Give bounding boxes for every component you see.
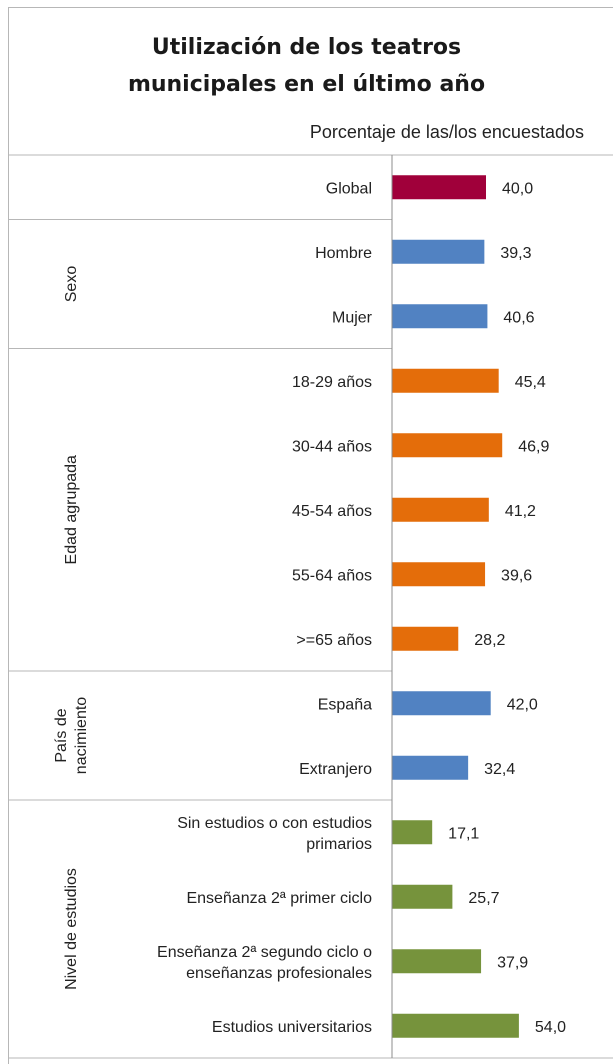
group-label: nacimiento — [73, 697, 90, 774]
category-label: Extranjero — [299, 761, 372, 778]
value-label: 45,4 — [515, 374, 546, 391]
value-label: 39,6 — [501, 567, 532, 584]
category-label: Sin estudios o con estudios — [177, 815, 372, 832]
value-label: 32,4 — [484, 761, 515, 778]
bar — [392, 239, 485, 264]
category-label: Enseñanza 2ª primer ciclo — [186, 890, 372, 907]
bar — [392, 304, 488, 329]
chart-title-line-1: Utilización de los teatros — [151, 35, 462, 60]
chart-frame — [8, 7, 613, 1064]
value-label: 17,1 — [448, 825, 479, 842]
category-label: primarios — [306, 836, 372, 853]
bar — [392, 755, 469, 780]
value-label: 25,7 — [468, 890, 499, 907]
chart-subtitle: Porcentaje de las/los encuestados — [309, 122, 584, 142]
group-label: Sexo — [63, 266, 80, 303]
value-label: 28,2 — [474, 632, 505, 649]
category-label: Global — [326, 180, 372, 197]
category-label: 45-54 años — [292, 503, 372, 520]
category-label: Hombre — [315, 245, 372, 262]
category-label: Estudios universitarios — [212, 1019, 372, 1036]
value-label: 46,9 — [518, 438, 549, 455]
category-label: 30-44 años — [292, 438, 372, 455]
value-label: 40,6 — [503, 309, 534, 326]
group-label: País de — [53, 708, 70, 762]
category-label: >=65 años — [296, 632, 372, 649]
bar — [392, 884, 453, 909]
bar — [392, 691, 491, 716]
category-label: España — [318, 696, 372, 713]
group-label: Edad agrupada — [63, 455, 80, 565]
group-label: Nivel de estudios — [63, 868, 80, 990]
value-label: 37,9 — [497, 954, 528, 971]
category-label: 18-29 años — [292, 374, 372, 391]
bar — [392, 368, 499, 393]
bar — [392, 497, 489, 522]
value-label: 39,3 — [500, 245, 531, 262]
value-label: 40,0 — [502, 180, 533, 197]
bar — [392, 175, 486, 200]
category-label: enseñanzas profesionales — [186, 965, 372, 982]
category-label: 55-64 años — [292, 567, 372, 584]
value-label: 41,2 — [505, 503, 536, 520]
bar — [392, 562, 486, 587]
bar — [392, 433, 503, 458]
value-label: 42,0 — [507, 696, 538, 713]
bar — [392, 626, 459, 651]
bar — [392, 949, 482, 974]
chart-title-line-2: municipales en el último año — [127, 72, 486, 97]
category-label: Mujer — [332, 309, 373, 326]
value-label: 54,0 — [535, 1019, 566, 1036]
category-label: Enseñanza 2ª segundo ciclo o — [157, 944, 372, 961]
bar — [392, 1013, 519, 1038]
bar — [392, 820, 433, 845]
